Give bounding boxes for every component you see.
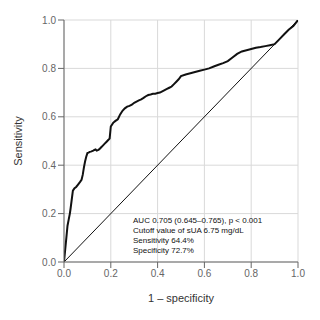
svg-text:0.8: 0.8 — [42, 63, 56, 74]
svg-text:0.0: 0.0 — [57, 268, 71, 279]
svg-text:1 – specificity: 1 – specificity — [148, 292, 215, 304]
svg-text:0.4: 0.4 — [42, 160, 56, 171]
svg-text:1.0: 1.0 — [291, 268, 305, 279]
svg-text:0.0: 0.0 — [42, 257, 56, 268]
svg-text:1.0: 1.0 — [42, 15, 56, 26]
svg-text:0.2: 0.2 — [42, 208, 56, 219]
svg-text:0.6: 0.6 — [42, 111, 56, 122]
svg-text:Sensitivity: Sensitivity — [12, 116, 24, 166]
svg-text:0.2: 0.2 — [104, 268, 118, 279]
svg-text:0.4: 0.4 — [151, 268, 165, 279]
svg-text:AUC 0.705 (0.645–0.765), p < 0: AUC 0.705 (0.645–0.765), p < 0.001Cutoff… — [133, 216, 263, 255]
svg-text:0.6: 0.6 — [197, 268, 211, 279]
svg-text:0.8: 0.8 — [244, 268, 258, 279]
